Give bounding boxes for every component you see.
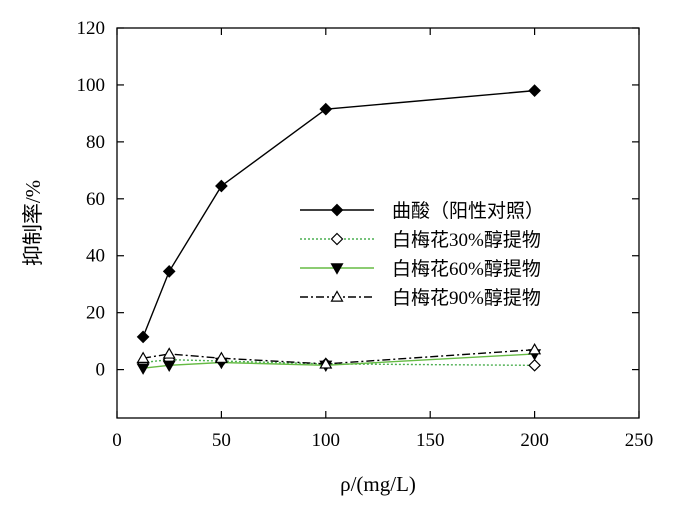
legend-marker: [330, 203, 344, 217]
x-axis-ticks: 0 50 100 150 200 250: [112, 28, 653, 451]
x-tick-label: 50: [212, 430, 231, 451]
series-4: [136, 342, 542, 369]
data-point: [528, 342, 542, 355]
y-tick-label: 60: [86, 189, 105, 210]
legend-label: 白梅花90%醇提物: [392, 287, 541, 309]
y-axis-ticks: 0 20 40 60 80 100 120: [77, 18, 639, 381]
data-point: [162, 347, 176, 359]
plot-frame: [116, 27, 640, 419]
legend-marker: [330, 290, 344, 302]
x-tick-label: 0: [112, 430, 122, 451]
legend-marker: [330, 232, 344, 246]
x-tick-label: 150: [416, 430, 445, 451]
legend-item: 曲酸（阳性对照）: [300, 200, 544, 222]
x-tick-label: 250: [625, 430, 654, 451]
series-line: [142, 348, 535, 365]
legend-label: 白梅花60%醇提物: [392, 258, 541, 280]
y-tick-label: 80: [86, 132, 105, 153]
y-axis-title: 抑制率/%: [21, 180, 45, 266]
legend-label: 曲酸（阳性对照）: [392, 200, 544, 222]
legend-marker: [330, 263, 344, 275]
legend-item: 白梅花30%醇提物: [300, 229, 541, 251]
x-axis-title: ρ/(mg/L): [340, 472, 416, 496]
data-point: [319, 102, 333, 116]
x-tick-label: 200: [520, 430, 549, 451]
series-layer: [136, 84, 542, 375]
data-point: [528, 84, 541, 97]
data-point: [214, 351, 228, 363]
legend-item: 白梅花90%醇提物: [300, 287, 541, 309]
series-1: [136, 84, 541, 344]
y-tick-label: 0: [96, 360, 106, 381]
data-point: [162, 265, 176, 278]
data-point: [528, 358, 541, 372]
legend-item: 白梅花60%醇提物: [300, 258, 541, 280]
data-point: [162, 360, 176, 373]
series-line: [143, 358, 535, 367]
y-tick-label: 120: [77, 18, 106, 39]
data-point: [136, 330, 150, 344]
y-tick-label: 100: [77, 75, 106, 96]
y-tick-label: 20: [86, 303, 105, 324]
legend-label: 白梅花30%醇提物: [392, 229, 541, 251]
y-tick-label: 40: [86, 246, 105, 267]
data-point: [319, 357, 333, 369]
data-point: [136, 351, 150, 363]
data-point: [215, 179, 228, 193]
x-tick-label: 100: [312, 430, 341, 451]
data-point: [136, 363, 150, 375]
